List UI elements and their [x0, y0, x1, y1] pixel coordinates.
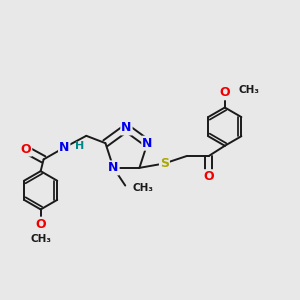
Text: N: N — [142, 137, 153, 150]
Text: S: S — [160, 157, 169, 170]
Text: O: O — [203, 170, 214, 183]
Text: O: O — [220, 86, 230, 99]
Text: CH₃: CH₃ — [30, 235, 51, 244]
Text: N: N — [59, 141, 69, 154]
Text: O: O — [21, 142, 31, 156]
Text: O: O — [35, 218, 46, 231]
Text: N: N — [108, 161, 119, 174]
Text: CH₃: CH₃ — [133, 184, 154, 194]
Text: CH₃: CH₃ — [238, 85, 259, 95]
Text: H: H — [75, 141, 85, 151]
Text: N: N — [121, 122, 132, 134]
